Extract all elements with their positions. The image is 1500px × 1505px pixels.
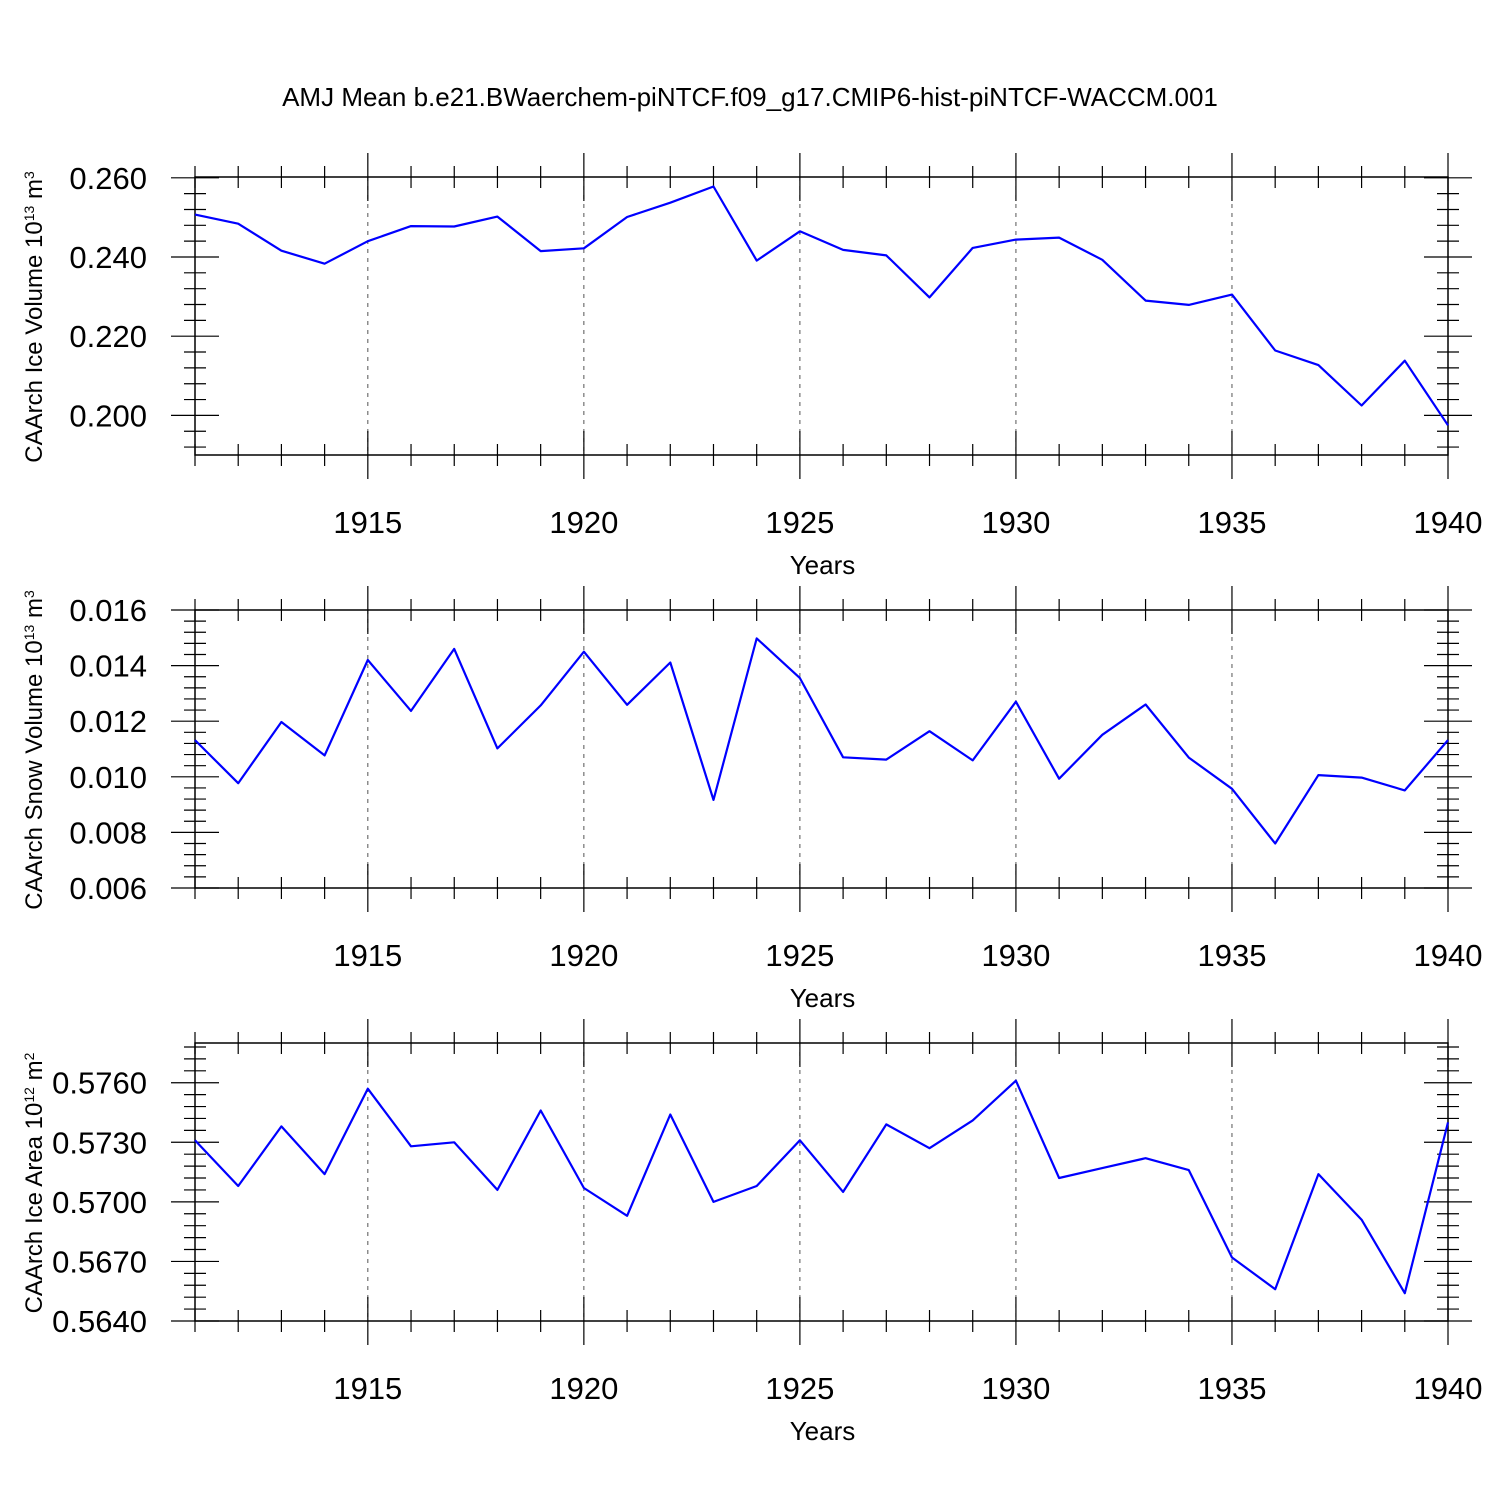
y-axis-title-superscript: 12 [21, 1087, 37, 1103]
panel-ice-volume: 0.200 0.220 0.240 0.260 1915 1920 1925 1930 1935… [21, 153, 1482, 580]
y-axis-title-superscript: 2 [21, 1052, 37, 1060]
y-tick-label: 0.014 [69, 649, 147, 684]
y-axis-title: CAArch Ice Area 1012 m2 [21, 1052, 48, 1313]
series-line-snow-volume [195, 638, 1448, 843]
y-axis-title: CAArch Ice Volume 1013 m3 [21, 171, 48, 463]
chart-title: AMJ Mean b.e21.BWaerchem-piNTCF.f09_g17.… [282, 82, 1218, 112]
series-line-ice-area [195, 1081, 1448, 1294]
x-tick-label: 1920 [549, 1371, 618, 1406]
x-tick-label: 1915 [333, 1371, 402, 1406]
y-tick-label: 0.5730 [52, 1125, 147, 1160]
y-tick-label: 0.006 [69, 871, 147, 906]
x-tick-label: 1940 [1414, 938, 1483, 973]
y-axis-title-part: m [21, 598, 48, 625]
y-axis-title-part: m [21, 1060, 48, 1087]
x-axis-title: Years [790, 1416, 856, 1446]
y-tick-label: 0.240 [69, 240, 147, 275]
y-tick-label: 0.5760 [52, 1066, 147, 1101]
y-axis-title-superscript: 13 [21, 624, 37, 640]
y-tick-label: 0.5670 [52, 1244, 147, 1279]
x-tick-label: 1925 [765, 938, 834, 973]
x-tick-label: 1920 [549, 938, 618, 973]
x-axis-title: Years [790, 983, 856, 1013]
x-tick-label: 1930 [981, 505, 1050, 540]
x-tick-label: 1915 [333, 505, 402, 540]
y-axis-title-superscript: 3 [21, 171, 37, 179]
series-line-ice-volume [195, 187, 1448, 426]
x-tick-label: 1925 [765, 505, 834, 540]
x-tick-label: 1935 [1197, 938, 1266, 973]
x-tick-label: 1930 [981, 938, 1050, 973]
x-tick-label: 1940 [1414, 1371, 1483, 1406]
plot-frame [195, 610, 1448, 888]
y-axis-title-superscript: 3 [21, 590, 37, 598]
y-axis-title-part: CAArch Ice Area 10 [21, 1103, 48, 1314]
x-axis-title: Years [790, 550, 856, 580]
y-tick-label: 0.200 [69, 398, 147, 433]
x-tick-label: 1925 [765, 1371, 834, 1406]
y-axis-title-part: CAArch Snow Volume 10 [21, 640, 48, 909]
y-tick-label: 0.260 [69, 161, 147, 196]
x-tick-label: 1935 [1197, 505, 1266, 540]
y-tick-label: 0.010 [69, 760, 147, 795]
x-tick-label: 1920 [549, 505, 618, 540]
y-tick-label: 0.5640 [52, 1304, 147, 1339]
y-axis-title-superscript: 13 [21, 206, 37, 222]
x-tick-label: 1935 [1197, 1371, 1266, 1406]
y-axis-title-part: m [21, 179, 48, 206]
y-tick-label: 0.012 [69, 704, 147, 739]
panel-snow-volume: 0.006 0.008 0.010 0.012 0.014 0.016 1915 1920 19… [21, 586, 1482, 1013]
x-tick-label: 1940 [1414, 505, 1483, 540]
y-axis-title: CAArch Snow Volume 1013 m3 [21, 590, 48, 910]
y-axis-title-part: CAArch Ice Volume 10 [21, 221, 48, 462]
panel-ice-area: 0.5640 0.5670 0.5700 0.5730 0.5760 1915 1920 19… [21, 1019, 1482, 1446]
plot-frame [195, 177, 1448, 455]
x-tick-label: 1915 [333, 938, 402, 973]
y-tick-label: 0.5700 [52, 1185, 147, 1220]
x-tick-label: 1930 [981, 1371, 1050, 1406]
y-tick-label: 0.008 [69, 815, 147, 850]
y-tick-label: 0.220 [69, 319, 147, 354]
y-tick-label: 0.016 [69, 593, 147, 628]
